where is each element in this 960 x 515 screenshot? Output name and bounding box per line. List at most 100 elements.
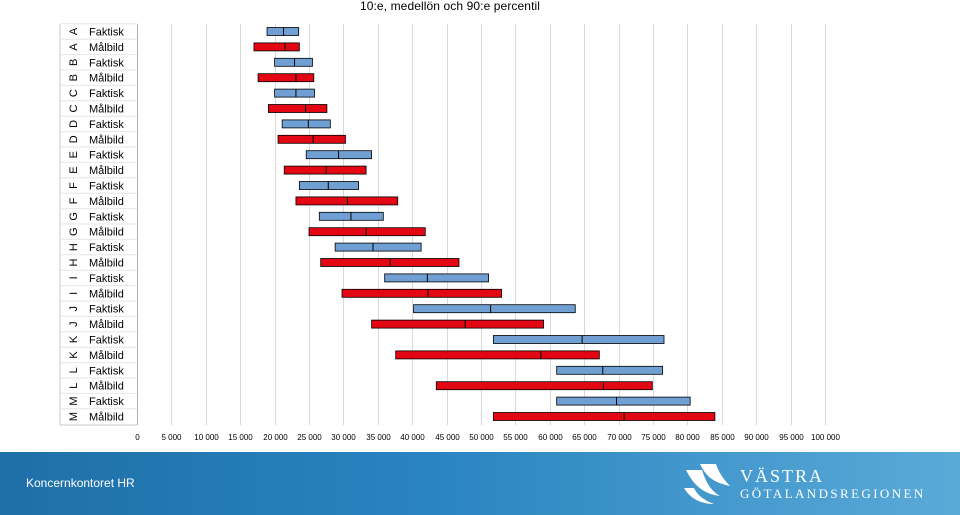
series-label: Faktisk [89,211,124,223]
x-tick-label: 75 000 [641,433,666,442]
series-label: Målbild [89,381,124,393]
group-label: M [68,412,80,421]
box-L-faktisk [556,365,664,375]
box-F-faktisk [298,181,359,190]
box-I-malbild [341,288,503,298]
box-I-faktisk [384,273,489,283]
group-label: G [68,227,80,236]
box-G-malbild [308,227,426,237]
series-label: Målbild [89,196,124,208]
group-label: D [68,135,80,143]
box-K-faktisk [492,335,665,344]
box-J-faktisk [413,304,576,314]
x-tick-label: 80 000 [675,433,700,442]
vgr-logo-icon [684,464,730,504]
group-label: H [68,258,80,266]
group-label: F [68,182,80,189]
series-label: Faktisk [89,119,124,131]
group-label: K [68,335,80,343]
box-C-faktisk [274,88,315,98]
box-M-malbild [492,412,716,421]
series-label: Faktisk [89,27,124,39]
series-label: Målbild [89,73,124,85]
series-label: Faktisk [89,57,124,69]
series-label: Målbild [89,258,124,270]
box-M-faktisk [556,396,691,406]
group-label: A [68,27,80,35]
chart-title: 10:e, medellön och 90:e percentil [359,0,541,13]
x-tick-label: 50 000 [469,433,494,442]
box-A-faktisk [266,27,300,36]
group-label: K [68,351,80,359]
x-tick-label: 90 000 [744,433,769,442]
box-A-malbild [253,42,300,52]
group-label: C [68,104,80,112]
box-D-malbild [277,134,346,144]
x-tick-label: 35 000 [366,433,391,442]
grid-lines [59,24,826,426]
group-label: I [68,276,80,279]
x-tick-label: 60 000 [538,433,563,442]
group-label: E [68,166,80,173]
group-label: I [68,292,80,295]
series-label: Målbild [89,42,124,54]
group-label: B [68,74,80,81]
box-H-faktisk [334,242,422,252]
group-label: M [68,397,80,406]
box-K-malbild [395,350,600,360]
series-label: Faktisk [89,273,124,285]
x-tick-label: 45 000 [435,433,460,442]
group-label: D [68,120,80,128]
group-label: J [68,321,80,327]
box-B-faktisk [274,57,313,67]
series-label: Faktisk [89,365,124,377]
x-tick-label: 65 000 [572,433,597,442]
group-label: C [68,89,80,97]
series-label: Faktisk [89,304,124,316]
series-label: Målbild [89,350,124,362]
group-label: H [68,243,80,251]
x-tick-label: 55 000 [503,433,528,442]
box-J-malbild [371,319,545,329]
box-L-malbild [435,381,653,391]
series-label: Målbild [89,227,124,239]
series-label: Faktisk [89,396,124,408]
x-tick-label: 95 000 [779,433,804,442]
series-label: Målbild [89,104,124,116]
group-label: F [68,197,80,204]
logo-text-line2: GÖTALANDSREGIONEN [740,486,926,501]
x-tick-label: 25 000 [297,433,322,442]
series-label: Målbild [89,319,124,331]
box-E-malbild [283,165,367,175]
box-B-malbild [257,73,315,83]
boxplot-chart: A Faktisk A Målbild B Faktisk B Målbild C Faktisk… [59,23,841,442]
box-F-malbild [295,196,399,206]
series-label: Faktisk [89,242,124,254]
series-label: Målbild [89,288,124,300]
series-label: Målbild [89,165,124,177]
x-tick-label: 15 000 [228,433,253,442]
box-marks [253,27,716,421]
group-label: J [68,306,80,312]
group-label: L [68,367,80,373]
box-C-malbild [268,104,328,113]
group-label: E [68,151,80,158]
x-tick-label: 100 000 [811,433,840,442]
series-label: Faktisk [89,88,124,100]
x-tick-label: 70 000 [607,433,632,442]
series-label: Målbild [89,412,124,424]
group-label: G [68,212,80,221]
x-tick-labels: 0 5 000 10 000 15 000 20 000 25 000 30 000 35 0… [135,433,840,442]
group-label: L [68,383,80,389]
x-tick-label: 20 000 [263,433,288,442]
x-tick-label: 0 [135,433,140,442]
org-name: Koncernkontoret HR [26,476,135,490]
category-labels: A Faktisk A Målbild B Faktisk B Målbild C Faktisk… [60,23,137,424]
group-label: B [68,59,80,66]
x-tick-label: 5 000 [161,433,182,442]
series-label: Målbild [89,134,124,146]
series-label: Faktisk [89,181,124,193]
x-tick-label: 85 000 [710,433,735,442]
logo-text-line1: VÄSTRA [740,466,825,486]
footer-band [0,452,960,515]
